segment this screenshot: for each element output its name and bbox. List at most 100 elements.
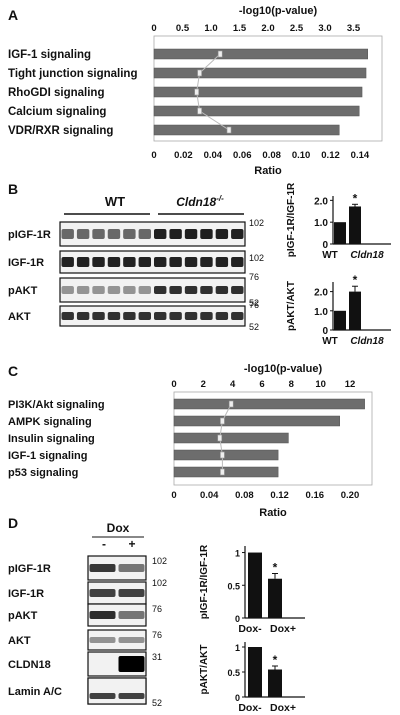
blot-band: [61, 229, 74, 239]
bottom-axis-label: Ratio: [254, 165, 282, 177]
bottom-tick-label: 0.20: [341, 490, 360, 501]
top-tick-label: 8: [289, 379, 294, 390]
blot-label: pAKT: [8, 285, 38, 297]
blot-band: [138, 257, 151, 267]
mw-marker: 102: [249, 253, 264, 263]
group-label-ko: Cldn18-/-: [176, 194, 224, 209]
ratio-point: [220, 468, 225, 476]
dox-label: Dox: [107, 521, 130, 535]
bar: [153, 48, 368, 60]
bottom-tick-label: 0.12: [270, 490, 289, 501]
bottom-tick-label: 0.12: [321, 150, 340, 161]
blot-band: [215, 229, 229, 239]
blot-band: [231, 257, 244, 267]
bottom-axis-label: Ratio: [259, 507, 287, 519]
blot-band: [169, 257, 182, 267]
bottom-tick-label: 0.02: [174, 150, 193, 161]
ratio-point: [217, 50, 223, 58]
category-label: IGF-1 signaling: [8, 49, 91, 61]
blot-band: [154, 257, 167, 267]
blot-label: IGF-1R: [8, 257, 44, 269]
blot-band: [200, 229, 213, 239]
y-tick-label: 1: [235, 549, 240, 559]
mw-marker: 76: [152, 604, 162, 614]
category-label: PI3K/Akt signaling: [8, 399, 105, 411]
mw-marker: 76: [249, 300, 259, 310]
blot-band: [118, 693, 145, 699]
blot-box: [59, 250, 246, 274]
blot-band: [231, 229, 244, 239]
y-axis-label: pAKT/AKT: [286, 281, 297, 331]
mw-marker: 52: [249, 322, 259, 332]
blot-label: Lamin A/C: [8, 686, 62, 698]
blot-box: [59, 277, 246, 303]
panel-letter-d: D: [8, 515, 18, 531]
blot-band: [123, 312, 136, 320]
blot-band: [154, 312, 167, 320]
panel-a-chart: -log10(p-value) 0 0.5 1.0 1.5 2.0 2.5 3.0 3.5 IGF…: [8, 5, 383, 177]
top-tick-label: 10: [315, 379, 326, 390]
blot-band: [118, 589, 145, 597]
panel-d: Dox- + pIGF-1R 102 IGF-1R 102 pAKT 76 AKT 76 CLDN1…: [8, 521, 305, 714]
ratio-point: [197, 69, 202, 77]
mw-marker: 76: [249, 272, 259, 282]
y-axis-label: pAKT/AKT: [199, 645, 210, 695]
blot-band: [107, 286, 121, 294]
blot-band: [184, 257, 198, 267]
y-tick-label: 0.5: [227, 668, 240, 678]
bar: [334, 310, 346, 330]
y-tick-label: 1: [235, 643, 240, 653]
blot-band: [118, 656, 145, 672]
bottom-tick-label: 0: [151, 150, 156, 161]
bar: [153, 124, 340, 136]
bar: [153, 86, 363, 98]
top-tick-label: 0: [151, 23, 156, 34]
blot-band: [138, 286, 151, 294]
blot-box: [59, 221, 246, 247]
blot-band: [215, 257, 229, 267]
blot-band: [118, 637, 145, 643]
bar: [153, 67, 367, 79]
blot-band: [89, 589, 116, 597]
blot-band: [89, 693, 116, 699]
blot-band: [89, 611, 116, 619]
significance-mark: *: [353, 191, 358, 205]
lane-sign: +: [128, 537, 135, 551]
ratio-point: [220, 451, 225, 459]
bottom-tick-label: 0.14: [351, 150, 370, 161]
category-label: AMPK signaling: [8, 416, 92, 428]
bar: [173, 449, 279, 461]
significance-mark: *: [273, 653, 278, 667]
blot-band: [76, 312, 90, 320]
mw-marker: 102: [152, 556, 167, 566]
y-tick-label: 0: [322, 240, 328, 251]
ratio-point: [194, 88, 199, 96]
ratio-point: [217, 434, 223, 442]
bottom-tick-label: 0.08: [235, 490, 254, 501]
x-category-label: Cldn18: [350, 336, 384, 347]
significance-mark: *: [273, 560, 278, 574]
blot-box: [87, 629, 147, 651]
blot-box: [87, 603, 147, 627]
y-tick-label: 0: [322, 326, 328, 337]
mw-marker: 102: [152, 578, 167, 588]
blot-band: [169, 229, 182, 239]
y-axis-label: pIGF-1R/IGF-1R: [199, 544, 210, 619]
blot-box: [59, 305, 246, 327]
blot-box-overlay: [87, 677, 147, 705]
blot-band: [89, 564, 116, 572]
blot-band: [169, 286, 182, 294]
blot-label: AKT: [8, 311, 31, 323]
top-tick-label: 3.5: [347, 23, 361, 34]
panel-c-chart: -log10(p-value) 0 2 4 6 8 10 12 PI3K/Akt signali…: [8, 363, 373, 519]
top-tick-label: 3.0: [318, 23, 331, 34]
blot-band: [154, 286, 167, 294]
top-axis-label: -log10(p-value): [244, 363, 323, 375]
blot-band: [184, 312, 198, 320]
blot-band: [154, 229, 167, 239]
blot-band: [123, 257, 136, 267]
blot-band: [123, 229, 136, 239]
blot-band: [61, 312, 74, 320]
blot-label: IGF-1R: [8, 588, 44, 600]
